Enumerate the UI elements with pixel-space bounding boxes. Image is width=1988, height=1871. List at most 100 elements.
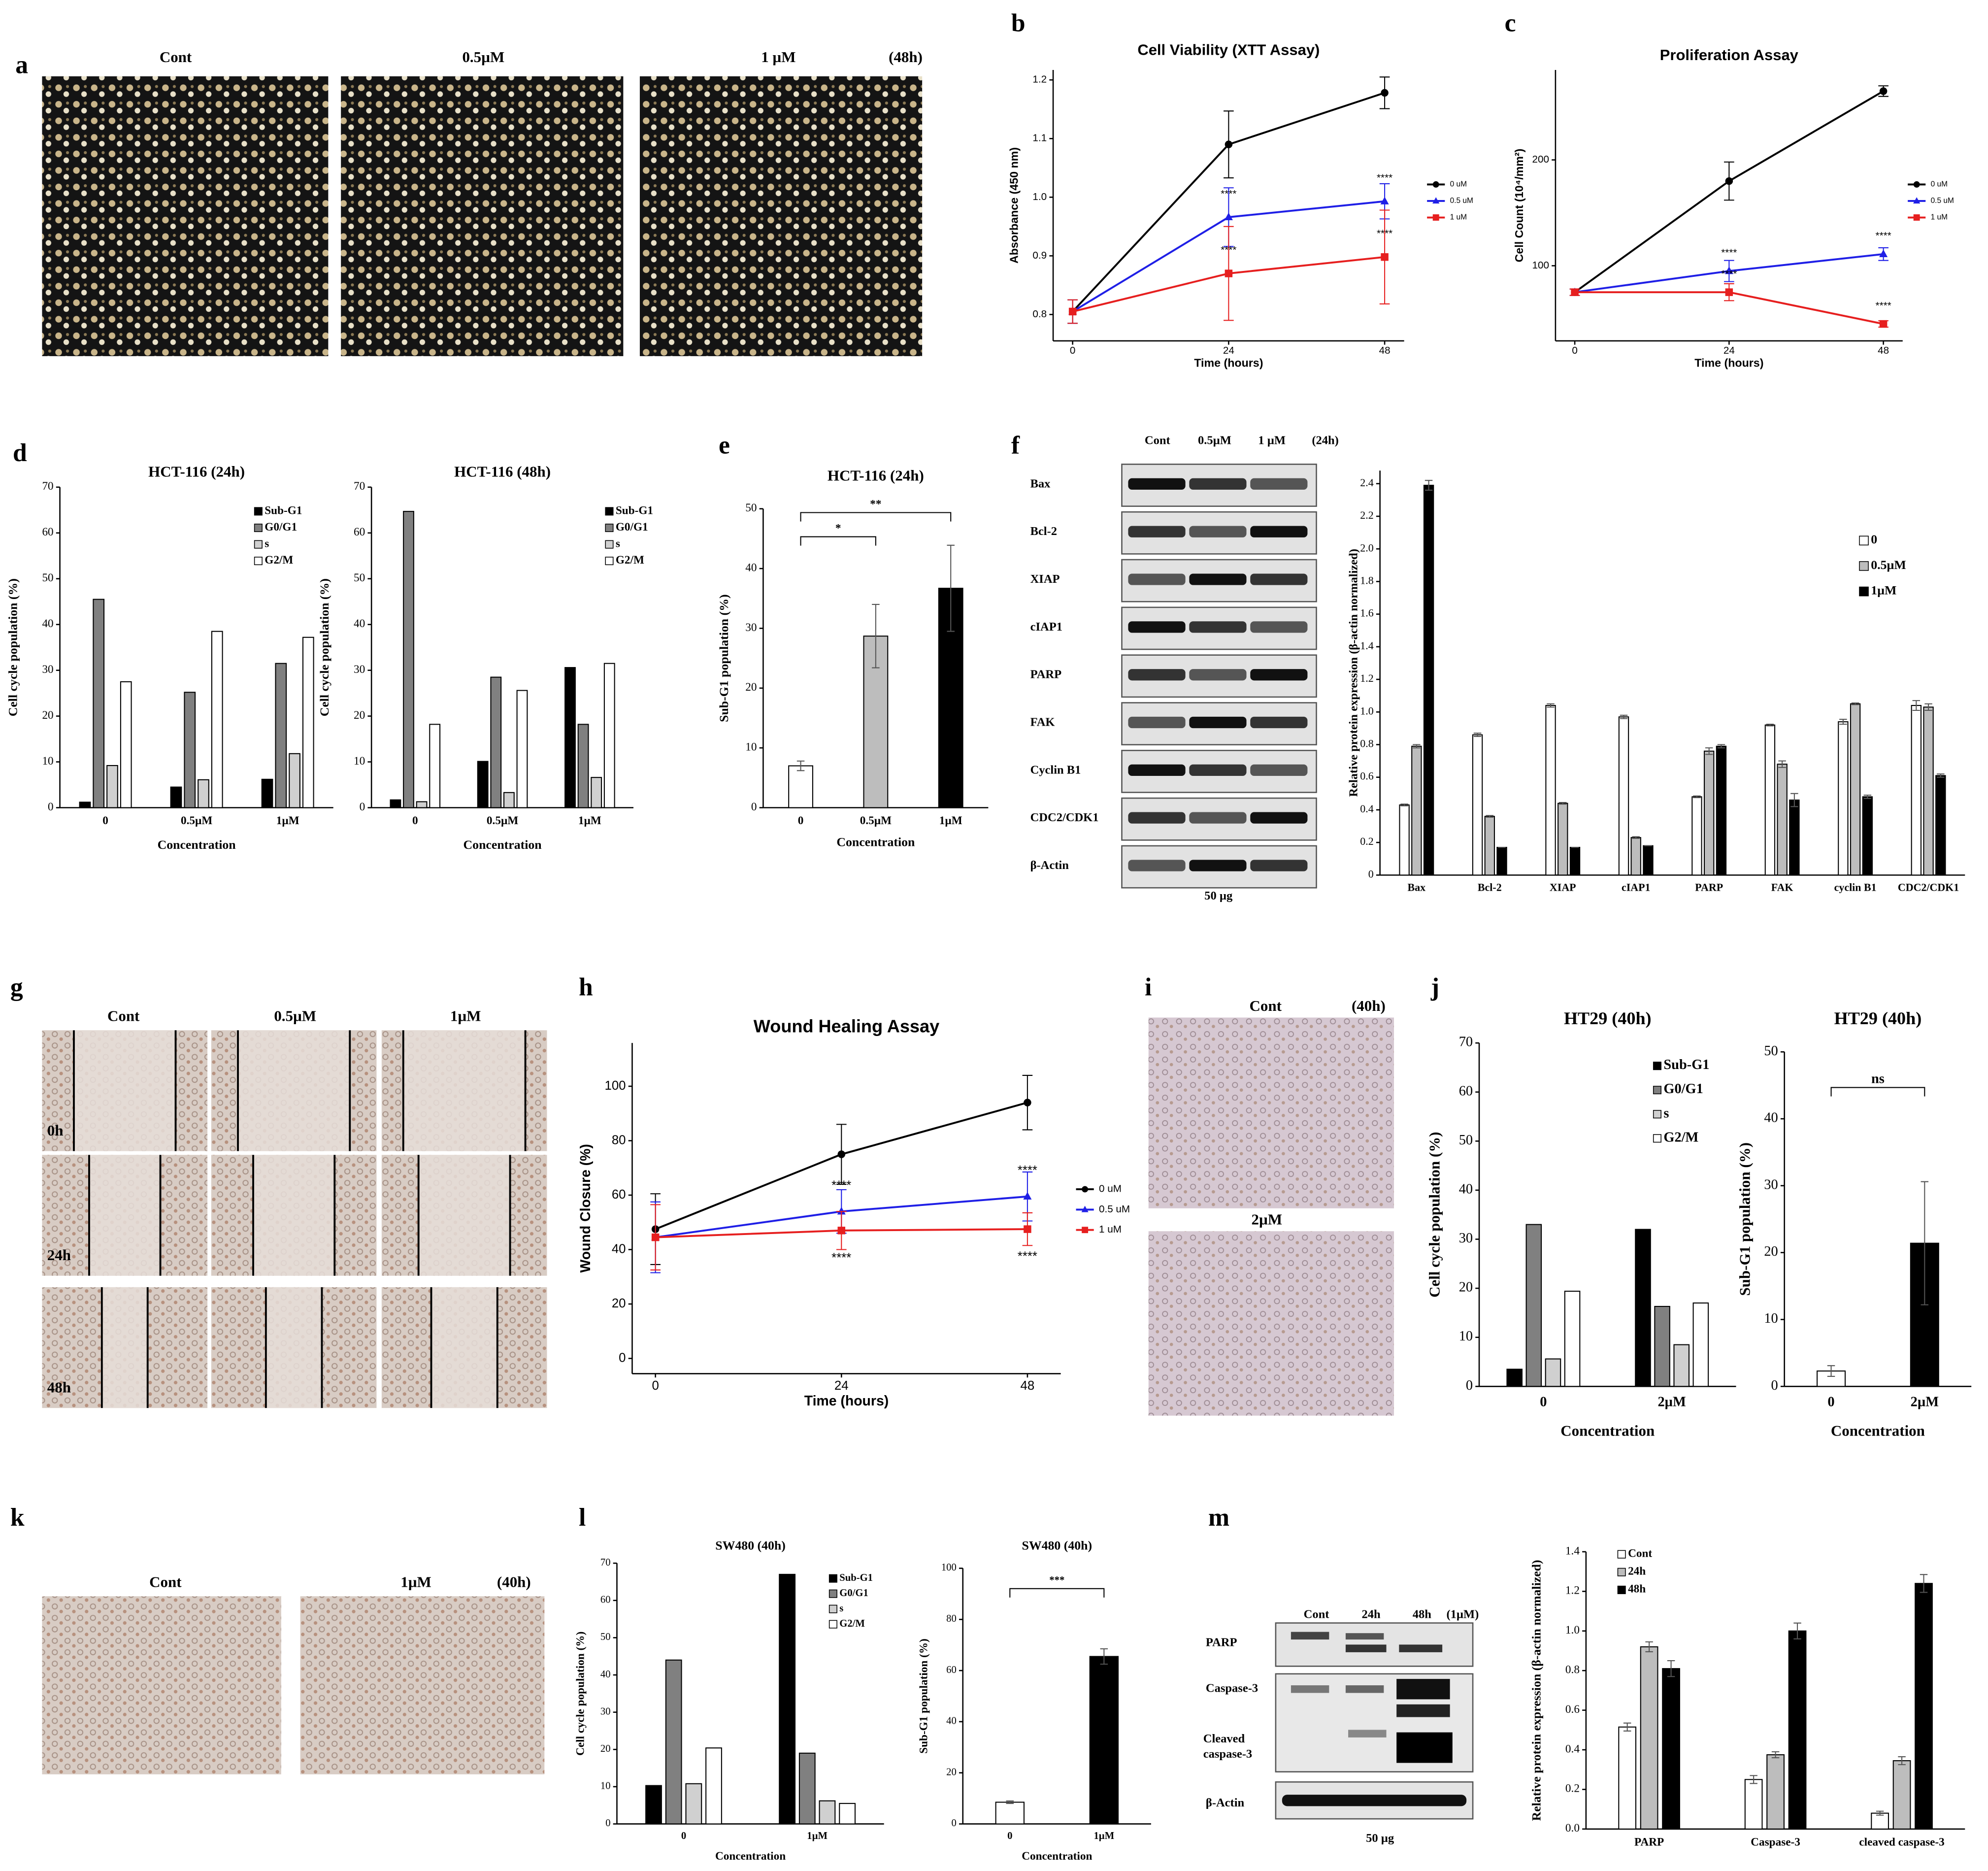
row-label: 24h bbox=[47, 1246, 71, 1264]
error-bar bbox=[947, 544, 955, 632]
y-tick-label: 40 bbox=[612, 1242, 626, 1256]
significance-bracket bbox=[800, 536, 876, 546]
lane-label: Cont bbox=[1304, 1608, 1330, 1621]
y-tick-label: 0 bbox=[48, 801, 54, 813]
error-bar bbox=[1912, 700, 1921, 711]
legend-swatch bbox=[1617, 1568, 1626, 1576]
bar bbox=[819, 1800, 836, 1825]
chart-title: Cell Viability (XTT Assay) bbox=[1137, 41, 1320, 58]
y-tick-label: 50 bbox=[1764, 1043, 1778, 1059]
bar bbox=[1915, 1583, 1933, 1830]
bar bbox=[1411, 745, 1422, 876]
x-axis-label: Time (hours) bbox=[804, 1393, 889, 1409]
bar bbox=[1911, 705, 1922, 876]
bar bbox=[184, 692, 196, 808]
bar bbox=[1764, 724, 1776, 876]
y-tick-label: 100 bbox=[941, 1562, 957, 1573]
y-tick-label: 1.1 bbox=[1032, 133, 1047, 144]
bar bbox=[1564, 1291, 1581, 1387]
legend-label: s bbox=[616, 537, 620, 550]
panel-letter: b bbox=[1011, 9, 1026, 37]
bar bbox=[79, 802, 91, 808]
bar bbox=[289, 753, 300, 808]
legend-label: Sub-G1 bbox=[265, 504, 302, 517]
x-tick-label: 0 bbox=[1007, 1831, 1012, 1841]
marker bbox=[1082, 1227, 1089, 1234]
bar bbox=[198, 779, 209, 808]
image-label: 1µM bbox=[400, 1573, 431, 1591]
bar bbox=[429, 724, 441, 808]
band bbox=[1189, 716, 1247, 729]
lane-label: (24h) bbox=[1312, 434, 1338, 447]
bar bbox=[1484, 816, 1495, 876]
legend-label: s bbox=[265, 537, 269, 550]
panel-letter: a bbox=[15, 51, 28, 79]
marker bbox=[1024, 1225, 1031, 1233]
micrograph bbox=[42, 1596, 281, 1774]
bar bbox=[1692, 1302, 1709, 1387]
row-label: β-Actin bbox=[1030, 859, 1069, 872]
micrograph bbox=[1148, 1017, 1394, 1208]
y-tick-label: 0 bbox=[1368, 868, 1374, 880]
bar bbox=[1923, 706, 1934, 876]
band bbox=[1128, 812, 1186, 824]
band bbox=[1396, 1732, 1453, 1763]
x-tick-label: 0 bbox=[681, 1831, 686, 1841]
row-label: β-Actin bbox=[1206, 1796, 1245, 1809]
x-tick-label: Caspase-3 bbox=[1751, 1836, 1800, 1849]
significance: **** bbox=[1221, 244, 1236, 256]
marker bbox=[1879, 249, 1888, 257]
legend-swatch bbox=[1653, 1086, 1661, 1095]
panel-f-blot: Cont 0.5µM 1 µM (24h) 50 µg Bax Bcl-2 XIAP… bbox=[1030, 434, 1339, 902]
x-axis-label: Concentration bbox=[1831, 1422, 1925, 1439]
error-bar bbox=[1839, 719, 1847, 725]
bar bbox=[390, 799, 401, 808]
y-tick-label: 70 bbox=[600, 1557, 611, 1568]
x-tick-label: 48 bbox=[1021, 1379, 1035, 1393]
row-label: FAK bbox=[1030, 715, 1055, 729]
legend-label: s bbox=[839, 1603, 843, 1614]
error-bar bbox=[1766, 724, 1774, 727]
bar bbox=[1788, 1630, 1807, 1830]
x-tick-label: 0.5µM bbox=[860, 814, 892, 827]
image-label: (40h) bbox=[1352, 997, 1386, 1014]
band bbox=[1348, 1730, 1387, 1737]
panel-letter: e bbox=[719, 432, 730, 460]
chart: 0.0 0.2 0.4 0.6 0.8 1.0 1.2 1.4 Relative protein… bbox=[1529, 1544, 1965, 1849]
bar bbox=[1640, 1646, 1658, 1830]
y-tick-label: 0 bbox=[1466, 1378, 1473, 1393]
x-tick-label: PARP bbox=[1634, 1836, 1664, 1849]
y-tick-label: 30 bbox=[1764, 1177, 1778, 1192]
x-tick-label: 2µM bbox=[1657, 1394, 1686, 1409]
legend-swatch bbox=[828, 1574, 837, 1583]
x-tick-label: 1µM bbox=[578, 814, 601, 827]
bar bbox=[1618, 716, 1629, 876]
legend-swatch bbox=[254, 523, 263, 533]
y-tick-label: 40 bbox=[42, 617, 53, 630]
y-tick-label: 30 bbox=[745, 621, 757, 634]
lane-label: 24h bbox=[1361, 1608, 1381, 1621]
y-tick-label: 10 bbox=[354, 755, 365, 768]
band bbox=[1189, 621, 1247, 633]
y-tick-label: 0 bbox=[751, 801, 757, 813]
error-bar bbox=[1547, 703, 1555, 708]
bar bbox=[261, 778, 273, 808]
chart-title: Wound Healing Assay bbox=[754, 1016, 939, 1036]
bar bbox=[1654, 1305, 1670, 1387]
bar bbox=[995, 1802, 1025, 1825]
y-tick-label: 10 bbox=[1764, 1311, 1778, 1326]
y-tick-label: 1.0 bbox=[1032, 191, 1047, 202]
band bbox=[1128, 669, 1186, 681]
lane-label: (1µM) bbox=[1447, 1608, 1479, 1621]
legend-swatch bbox=[1859, 535, 1869, 546]
wound-gap bbox=[238, 1030, 350, 1151]
image-label: 0.5µM bbox=[462, 48, 504, 66]
legend-swatch bbox=[605, 540, 614, 549]
bar bbox=[1766, 1754, 1785, 1830]
panel-a: Cont 0.5µM 1 µM (48h) bbox=[42, 48, 923, 356]
bar bbox=[211, 631, 223, 808]
x-tick-label: 1µM bbox=[807, 1831, 828, 1841]
error-bar bbox=[1667, 1660, 1675, 1677]
y-tick-label: 30 bbox=[354, 663, 365, 676]
marker bbox=[1432, 214, 1439, 221]
